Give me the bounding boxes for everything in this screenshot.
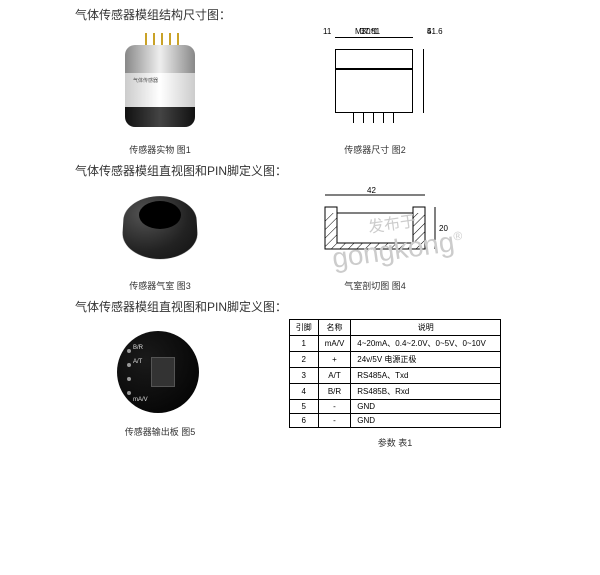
pcb-photo: B/R A/T mA/V [105,319,215,419]
pin-table: 引脚 名称 说明 1mA/V4~20mA、0.4~2.0V、0~5V、0~10V… [289,319,502,428]
table-cell: 5 [289,400,318,414]
row3: B/R A/T mA/V 传感器输出板 图5 引脚 名称 说明 1mA/V4~2… [0,319,600,449]
table-header-row: 引脚 名称 说明 [289,320,501,336]
sensor-label-text: 气体传感器 [133,77,158,84]
section-svg: 42 20 [295,183,455,273]
table-cell: mA/V [318,336,351,352]
table-row: 2+24v/5V 电源正极 [289,352,501,368]
pcb-at: A/T [133,359,142,365]
th-name: 名称 [318,320,351,336]
section-drawing: 42 20 [295,183,455,273]
table-cell: 1 [289,336,318,352]
table-cell: - [318,400,351,414]
chamber-photo [105,183,215,273]
table-cell: GND [351,400,501,414]
table-row: 4B/RRS485B、Rxd [289,384,501,400]
pcb-br: B/R [133,345,143,351]
table-cell: B/R [318,384,351,400]
caption-fig2: 传感器尺寸 图2 [344,143,406,156]
table-row: 5-GND [289,400,501,414]
table-cell: 4 [289,384,318,400]
dim-top: 11 [323,27,331,36]
caption-fig5: 传感器输出板 图5 [125,425,196,438]
table-row: 3A/TRS485A、Txd [289,368,501,384]
caption-table1: 参数 表1 [378,436,413,449]
table-cell: 4~20mA、0.4~2.0V、0~5V、0~10V [351,336,501,352]
section2-title: 气体传感器模组直视图和PIN脚定义图： [0,156,600,183]
row1: 气体传感器 传感器实物 图1 37.81 M30*1 11 41.6 5 传感器… [0,27,600,156]
table-cell: 6 [289,414,318,428]
table-cell: 2 [289,352,318,368]
sec-h: 20 [439,224,448,233]
table-cell: RS485A、Txd [351,368,501,384]
sensor-photo: 气体传感器 [105,27,215,137]
section1-title: 气体传感器模组结构尺寸图： [0,0,600,27]
table-cell: - [318,414,351,428]
table-cell: + [318,352,351,368]
caption-fig4: 气室剖切图 图4 [344,279,406,292]
th-pin: 引脚 [289,320,318,336]
dim-thread: M30*1 [355,27,378,36]
table-cell: GND [351,414,501,428]
caption-fig1: 传感器实物 图1 [129,143,191,156]
row2: 传感器气室 图3 42 20 气室剖切图 图4 [0,183,600,292]
pcb-mav: mA/V [133,397,148,403]
table-cell: 24v/5V 电源正极 [351,352,501,368]
table-cell: 3 [289,368,318,384]
table-cell: A/T [318,368,351,384]
table-row: 6-GND [289,414,501,428]
dimension-drawing: 37.81 M30*1 11 41.6 5 [305,27,445,137]
th-desc: 说明 [351,320,501,336]
dim-pin: 5 [427,27,431,36]
caption-fig3: 传感器气室 图3 [129,279,191,292]
section3-title: 气体传感器模组直视图和PIN脚定义图： [0,292,600,319]
table-cell: RS485B、Rxd [351,384,501,400]
sec-w: 42 [367,186,376,195]
table-row: 1mA/V4~20mA、0.4~2.0V、0~5V、0~10V [289,336,501,352]
